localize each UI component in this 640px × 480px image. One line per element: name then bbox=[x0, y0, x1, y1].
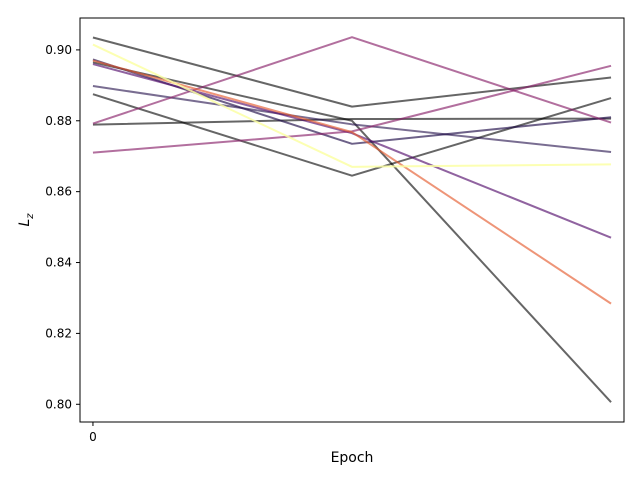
y-tick-label: 0.82 bbox=[45, 326, 72, 340]
x-axis: 0 bbox=[89, 422, 97, 444]
y-axis: 0.80 0.82 0.84 0.86 0.88 0.90 bbox=[45, 43, 80, 411]
series-line-11 bbox=[92, 43, 612, 168]
y-tick-label: 0.88 bbox=[45, 114, 72, 128]
series-line-6 bbox=[92, 85, 612, 153]
plot-frame bbox=[79, 17, 625, 423]
y-axis-label-subscript: z bbox=[25, 213, 36, 220]
x-tick-label: 0 bbox=[89, 430, 97, 444]
series-layer bbox=[92, 36, 612, 403]
y-axis-label-main: L bbox=[17, 219, 33, 227]
series-line-9 bbox=[92, 36, 612, 125]
series-line-4 bbox=[92, 61, 612, 403]
x-axis-label: Epoch bbox=[331, 450, 374, 466]
y-tick-label: 0.90 bbox=[45, 43, 72, 57]
y-tick-label: 0.86 bbox=[45, 185, 72, 199]
y-axis-label: Lz bbox=[17, 213, 36, 227]
series-line-2 bbox=[92, 93, 612, 177]
y-tick-label: 0.80 bbox=[45, 397, 72, 411]
series-line-3 bbox=[92, 117, 612, 126]
y-tick-label: 0.84 bbox=[45, 256, 72, 270]
